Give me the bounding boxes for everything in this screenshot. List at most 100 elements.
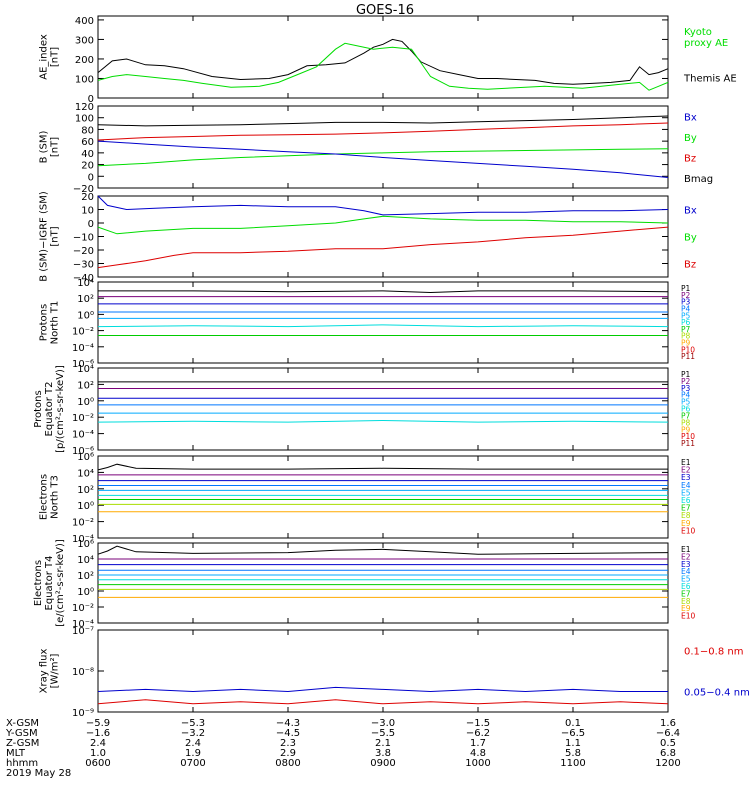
legend-entry: P5 <box>681 398 691 407</box>
y-tick-label: 10⁻⁴ <box>72 619 94 630</box>
x-axis-value: 0.1 <box>565 718 581 729</box>
panel-frame <box>97 281 669 364</box>
legend-entry: P2 <box>681 291 691 300</box>
legend-entry: E7 <box>681 589 691 598</box>
y-tick-label: 10⁻⁷ <box>72 626 94 637</box>
legend-entry: proxy AE <box>684 38 728 49</box>
y-tick-label: 10⁶ <box>77 452 94 463</box>
legend-entry: P11 <box>681 352 695 361</box>
y-tick-label: 200 <box>75 55 94 66</box>
panel-bigrf: −40 −30 −20 −10 0 10 20 B (SM)−IGRF (SM) [nT] Bx B… <box>39 191 697 284</box>
y-axis-label: [nT] <box>50 137 61 157</box>
panel-frame <box>97 629 669 713</box>
y-tick-label: −20 <box>73 184 94 195</box>
legend-entry: P11 <box>681 439 695 448</box>
legend-entry: E5 <box>681 575 691 584</box>
y-tick-label: 100 <box>75 74 94 85</box>
y-axis-label: Xray flux <box>39 649 50 694</box>
x-axis-value: 0.5 <box>660 738 676 749</box>
y-axis-label: Electrons <box>33 560 44 606</box>
x-axis-value: 1.1 <box>565 738 581 749</box>
y-tick-label: 10⁻⁹ <box>72 708 94 719</box>
y-axis-label: Equator T2 <box>44 382 55 437</box>
series-line <box>97 226 669 269</box>
y-axis-label: [nT] <box>50 226 61 246</box>
legend-entry: E6 <box>681 582 691 591</box>
x-axis-value: 3.8 <box>375 748 391 759</box>
date-label: 2019 May 28 <box>6 768 71 779</box>
y-tick-label: −30 <box>73 260 94 271</box>
legend-entry: P8 <box>681 418 691 427</box>
y-axis-label: B (SM) <box>39 130 50 163</box>
legend-entry: P7 <box>681 411 691 420</box>
y-tick-label: 40 <box>81 149 94 160</box>
x-axis-value: 2.1 <box>375 738 391 749</box>
y-tick-label: 10⁴ <box>77 468 94 479</box>
legend-entry: By <box>684 133 697 144</box>
series-line <box>97 195 669 216</box>
y-tick-label: 0 <box>88 219 94 230</box>
legend-entry: E8 <box>681 511 691 520</box>
series-line <box>97 140 669 178</box>
legend-entry: E9 <box>681 519 691 528</box>
x-axis-value: −5.9 <box>86 718 110 729</box>
series-line <box>97 215 669 235</box>
x-axis-value: −4.3 <box>276 718 300 729</box>
panel-xray: 10⁻⁹ 10⁻⁸ 10⁻⁷ Xray flux [W/m²] 0.1−0.8 nm 0.0… <box>39 626 750 719</box>
x-axis-row-label: hhmm <box>6 758 38 769</box>
series-line <box>97 686 668 693</box>
panel-frame <box>97 542 669 624</box>
y-tick-label: 10² <box>77 380 94 391</box>
y-axis-label: [p/(cm²-s-sr-keV)] <box>55 365 66 453</box>
legend-entry: Bx <box>684 206 697 217</box>
y-axis-label: [e/(cm²-s-sr-keV)] <box>55 539 66 627</box>
legend-entry: P9 <box>681 339 691 348</box>
legend-entry: P9 <box>681 425 691 434</box>
legend-entry: E1 <box>681 545 691 554</box>
y-tick-label: 10⁻⁴ <box>72 430 94 441</box>
x-axis-value: 0900 <box>370 758 395 769</box>
x-axis-value: −3.0 <box>371 718 395 729</box>
y-tick-label: 20 <box>81 192 94 203</box>
legend-entry: P6 <box>681 318 691 327</box>
x-axis-value: 1.0 <box>90 748 106 759</box>
y-axis-label: North T3 <box>50 475 61 519</box>
y-tick-label: 10⁰ <box>77 501 94 512</box>
x-axis-row-label: MLT <box>6 748 26 759</box>
x-axis-value: 1100 <box>560 758 585 769</box>
x-axis-value: 2.3 <box>280 738 296 749</box>
legend-entry: E3 <box>681 473 691 482</box>
x-axis-value: −3.2 <box>181 728 205 739</box>
panel-eequator: 10⁻⁴ 10⁻² 10⁰ 10² 10⁴ 10⁶ Electrons Equator T4[… <box>33 539 696 630</box>
legend-entry: E10 <box>681 526 696 535</box>
y-tick-label: 10⁻⁶ <box>72 446 94 457</box>
legend-entry: P6 <box>681 405 691 414</box>
y-axis-label: Equator T4 <box>44 556 55 611</box>
legend-entry: P1 <box>681 370 691 379</box>
y-axis-label: B (SM)−IGRF (SM) <box>39 191 50 282</box>
panel-pequator: 10⁻⁶ 10⁻⁴ 10⁻² 10⁰ 10² 10⁴ Protons Equator T2 [p… <box>33 364 695 457</box>
series-line <box>97 115 669 127</box>
x-axis-value: 1000 <box>465 758 490 769</box>
x-axis-table: X-GSMY-GSMZ-GSMMLThhmm−5.9−1.62.41.00600… <box>5 718 681 779</box>
y-tick-label: −20 <box>73 246 94 257</box>
legend-entry: P2 <box>681 377 691 386</box>
legend-entry: P3 <box>681 384 691 393</box>
x-axis-value: 1.6 <box>660 718 676 729</box>
y-tick-label: 10² <box>77 485 94 496</box>
y-tick-label: 10⁴ <box>77 555 94 566</box>
x-axis-value: −6.2 <box>466 728 490 739</box>
legend-entry: Bz <box>684 153 696 164</box>
legend-entry: Bx <box>684 112 697 123</box>
series-line <box>98 290 669 294</box>
y-tick-label: 60 <box>81 137 94 148</box>
series-line <box>97 122 669 141</box>
y-tick-label: 10⁻⁶ <box>72 359 94 370</box>
legend-entry: P8 <box>681 332 691 341</box>
legend-entry: E10 <box>681 612 696 621</box>
legend-entry: 0.1−0.8 nm <box>684 647 743 658</box>
y-tick-label: 300 <box>75 35 94 46</box>
